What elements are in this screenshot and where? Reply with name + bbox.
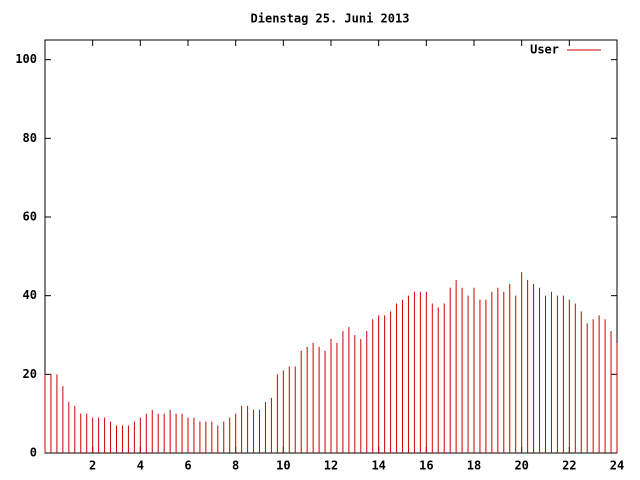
y-tick-label: 100 [15, 52, 37, 66]
y-tick-label: 40 [23, 288, 37, 302]
x-tick-label: 18 [467, 459, 481, 473]
x-tick-label: 14 [371, 459, 385, 473]
y-tick-label: 80 [23, 131, 37, 145]
y-tick-label: 60 [23, 210, 37, 224]
x-tick-label: 8 [232, 459, 239, 473]
legend-label: User [530, 43, 559, 57]
x-tick-label: 24 [610, 459, 624, 473]
x-tick-label: 20 [514, 459, 528, 473]
x-tick-label: 6 [184, 459, 191, 473]
x-tick-label: 16 [419, 459, 433, 473]
x-tick-label: 4 [137, 459, 144, 473]
chart-title: Dienstag 25. Juni 2013 [251, 12, 410, 26]
x-tick-label: 10 [276, 459, 290, 473]
x-tick-label: 22 [562, 459, 576, 473]
y-tick-label: 0 [30, 446, 37, 460]
x-tick-label: 2 [89, 459, 96, 473]
y-tick-label: 20 [23, 367, 37, 381]
x-tick-label: 12 [324, 459, 338, 473]
